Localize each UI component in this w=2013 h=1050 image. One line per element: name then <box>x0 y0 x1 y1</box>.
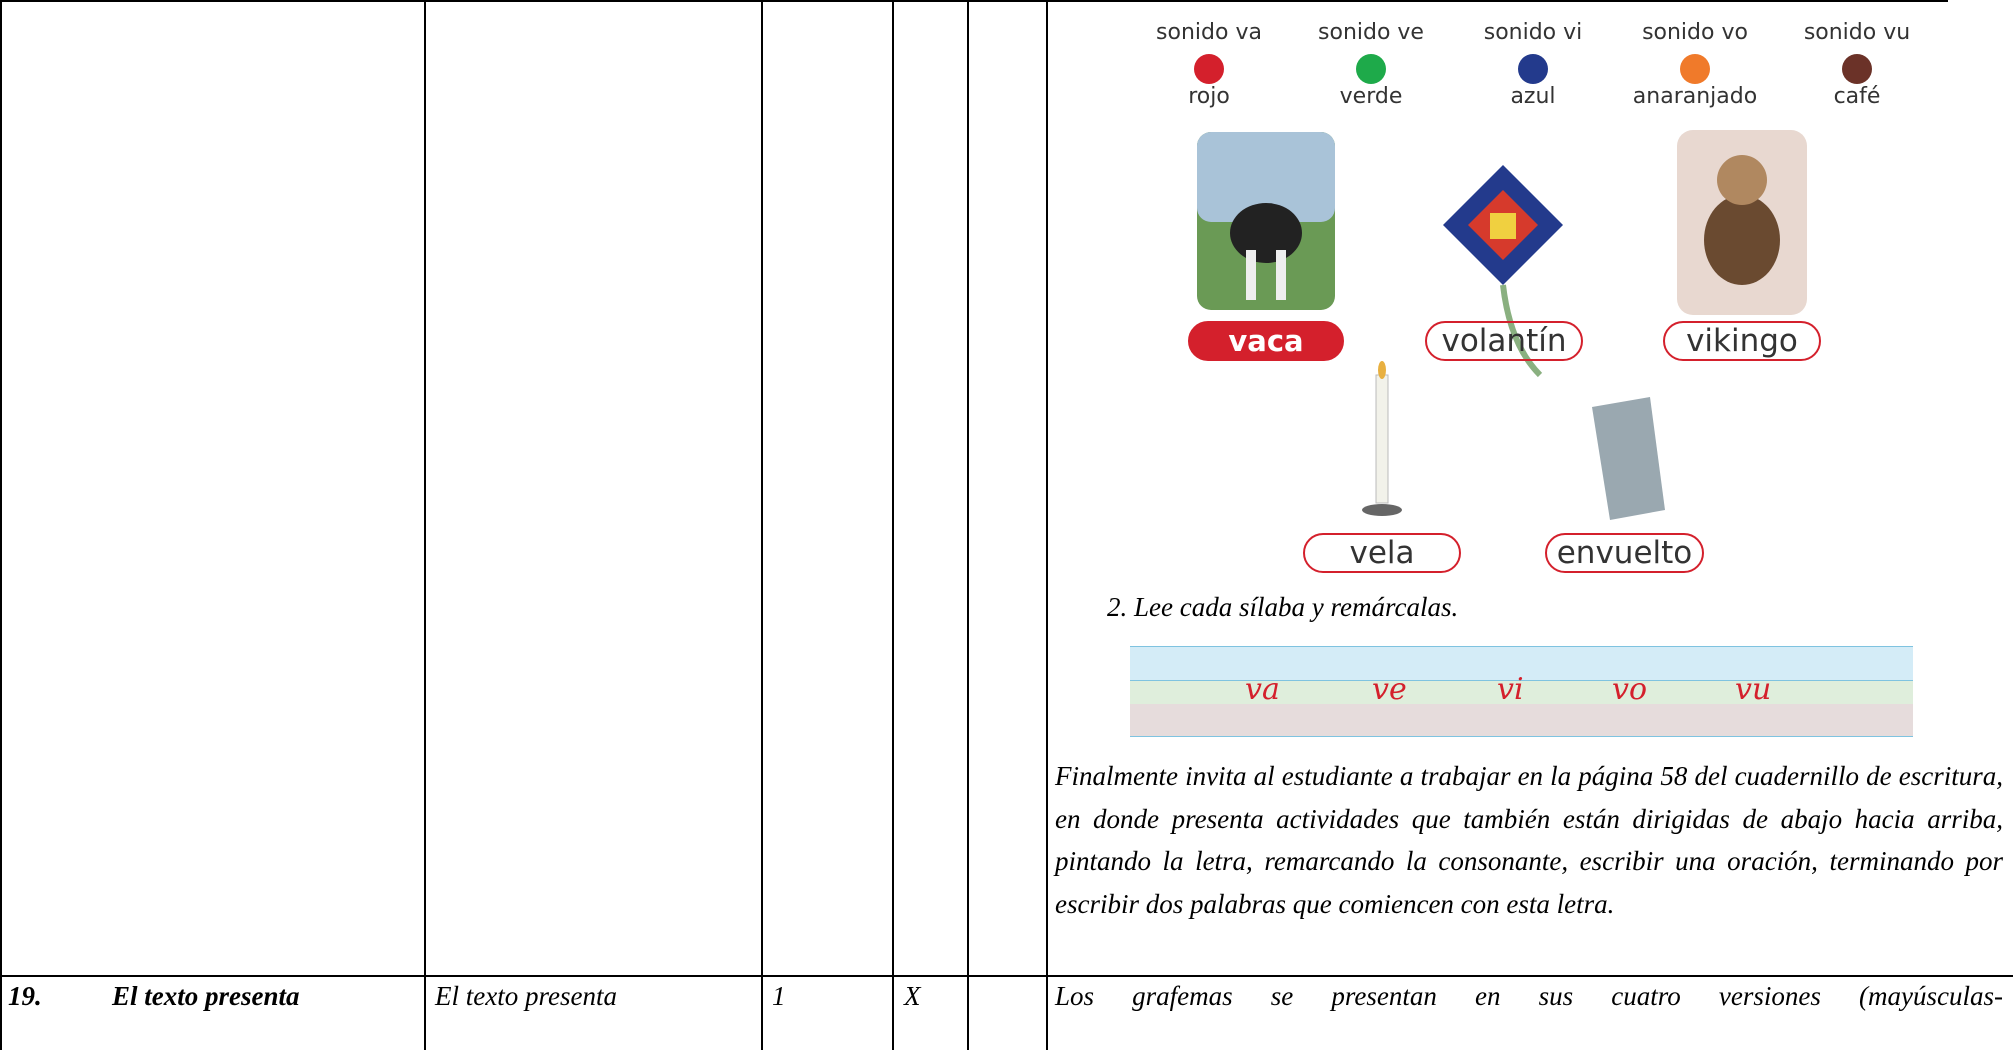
legend-sound: sonido va <box>1156 20 1262 45</box>
row-comment: Los grafemas se presentan en sus cuatro … <box>1055 981 2003 1011</box>
legend-color: azul <box>1510 84 1556 109</box>
legend-sound: sonido vi <box>1483 20 1583 45</box>
row-mark: X <box>904 981 921 1011</box>
guide-band <box>1130 704 1913 737</box>
legend-color: rojo <box>1188 84 1230 109</box>
row-description: El texto presenta <box>435 981 617 1011</box>
syllable: ve <box>1372 672 1407 707</box>
border <box>0 0 1948 2</box>
legend-color: anaranjado <box>1632 84 1758 109</box>
syllable: va <box>1245 672 1280 707</box>
row-item: El texto presenta <box>112 981 300 1011</box>
syllable: vo <box>1612 672 1648 707</box>
legend-dot <box>1194 54 1224 84</box>
word-label: vaca <box>1188 321 1344 361</box>
row-number: 19. <box>8 981 42 1011</box>
row-score: 1 <box>772 981 786 1011</box>
syllable: vu <box>1735 672 1772 707</box>
legend-color: verde <box>1339 84 1403 109</box>
word-label: volantín <box>1425 321 1583 361</box>
legend-dot <box>1680 54 1710 84</box>
legend-sound: sonido vo <box>1642 20 1748 45</box>
legend-sound: sonido ve <box>1318 20 1424 45</box>
legend-sound: sonido vu <box>1803 20 1911 45</box>
border <box>1046 0 1048 1050</box>
border <box>967 0 969 1050</box>
instruction: 2. Lee cada sílaba y remárcalas. <box>1107 592 1459 622</box>
paragraph: Finalmente invita al estudiante a trabaj… <box>1055 761 2003 919</box>
border <box>892 0 894 1050</box>
syllable: vi <box>1497 672 1524 707</box>
pictures <box>1197 130 1807 520</box>
legend-dot <box>1842 54 1872 84</box>
legend-dot <box>1518 54 1548 84</box>
word-label: envuelto <box>1545 533 1704 573</box>
border <box>0 975 2013 977</box>
border <box>0 0 2 1050</box>
word-label: vikingo <box>1663 321 1821 361</box>
word-label: vela <box>1303 533 1461 573</box>
border <box>424 0 426 1050</box>
legend-color: café <box>1833 84 1881 109</box>
guide-band <box>1130 646 1913 681</box>
legend-dot <box>1356 54 1386 84</box>
border <box>761 0 763 1050</box>
